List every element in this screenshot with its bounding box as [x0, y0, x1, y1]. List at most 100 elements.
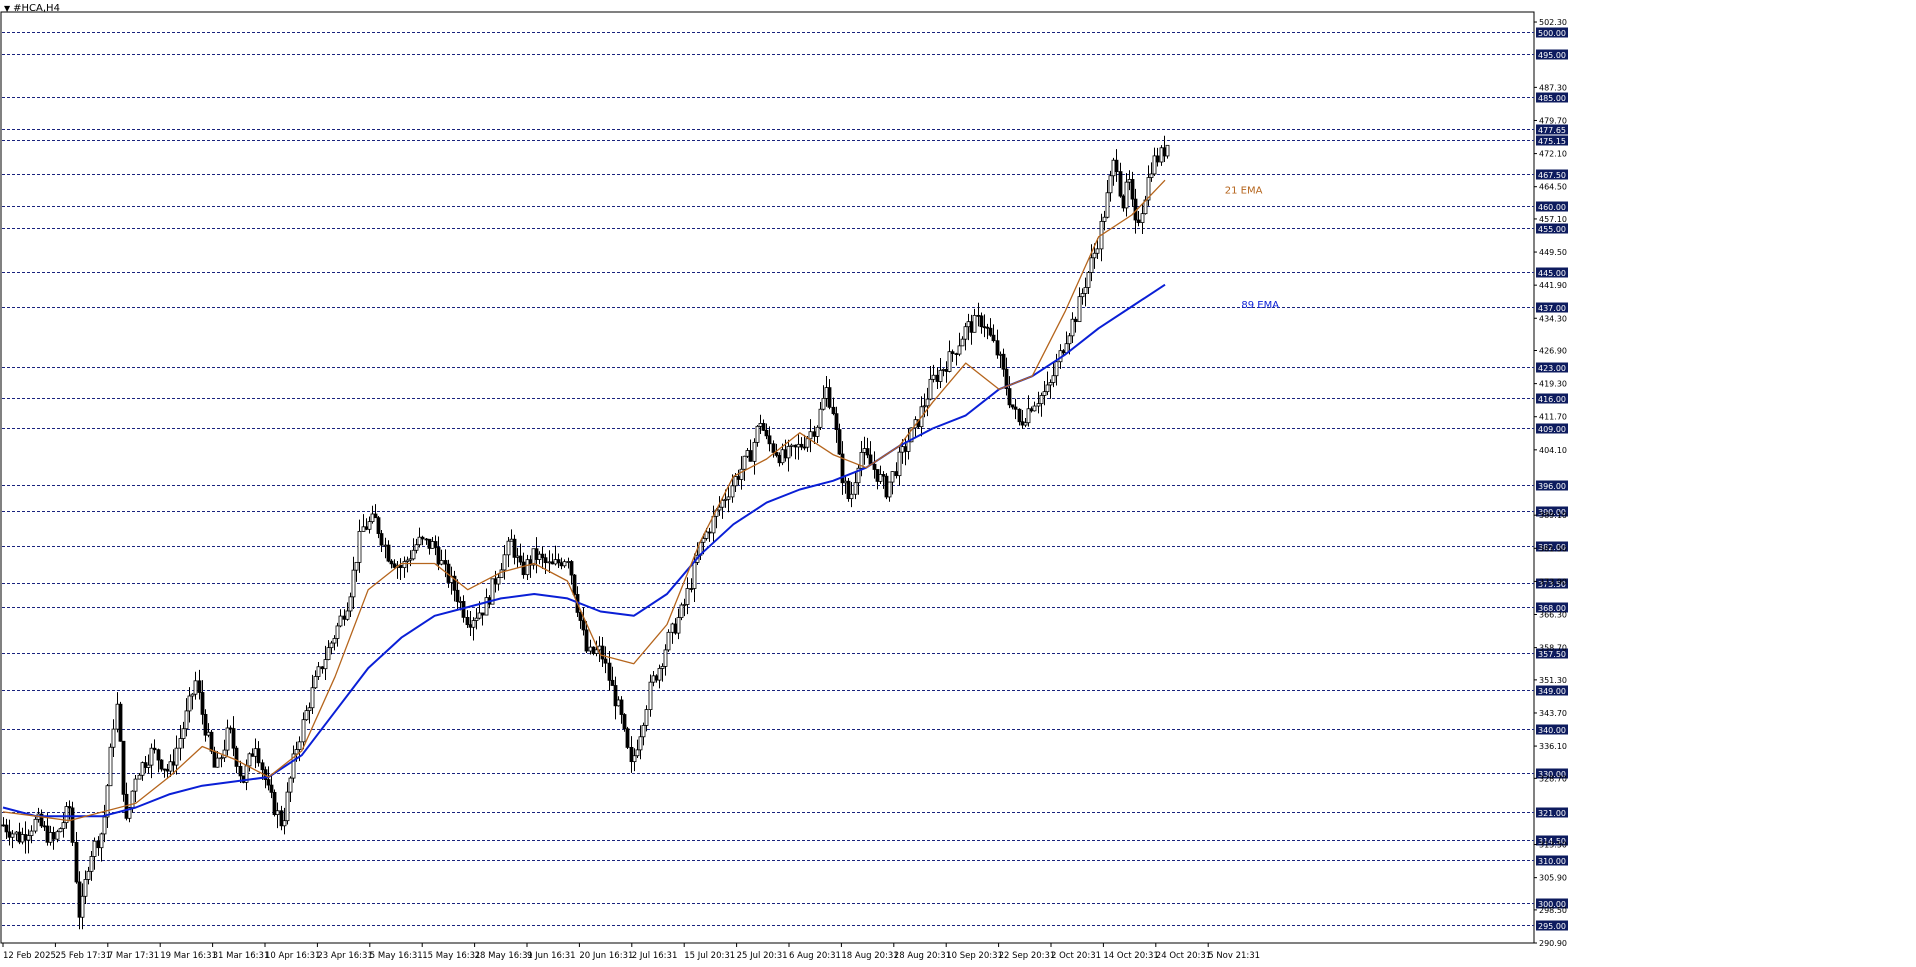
- x-tick-label: 15 Jul 20:31: [684, 951, 735, 961]
- candle-body: [238, 765, 243, 777]
- candle-body: [812, 431, 817, 437]
- level-label: 477.65: [1538, 126, 1566, 135]
- level-label: 396.00: [1538, 482, 1566, 491]
- candle-body: [543, 557, 548, 564]
- candle-body: [335, 625, 340, 639]
- candle-body: [925, 398, 930, 407]
- level-label-bg: [1536, 685, 1568, 696]
- dropdown-triangle-icon[interactable]: ▼: [4, 4, 11, 13]
- candle-body: [329, 642, 334, 649]
- candle-body: [17, 831, 22, 843]
- candle-body: [679, 604, 684, 618]
- candle-body: [443, 560, 448, 565]
- candle-body: [58, 828, 63, 833]
- candle-body: [761, 423, 766, 431]
- candle-body: [1152, 155, 1157, 175]
- candle-body: [468, 624, 473, 628]
- candle-body: [651, 675, 656, 683]
- candle-body: [622, 714, 627, 730]
- candle-body: [808, 431, 813, 440]
- candle-body: [818, 408, 823, 428]
- candle-body: [663, 649, 668, 667]
- candle-body: [616, 699, 621, 707]
- x-tick-label: 24 Oct 20:31: [1156, 951, 1211, 961]
- candle-body: [581, 620, 586, 631]
- candle-body: [209, 731, 214, 752]
- candle-body: [417, 536, 422, 546]
- candle-body: [550, 561, 555, 565]
- plot-frame: [0, 11, 1535, 944]
- y-tick-label: 479.70: [1539, 116, 1567, 125]
- candle-body: [966, 321, 971, 328]
- y-tick-label: 328.70: [1539, 774, 1567, 783]
- candle-body: [1136, 219, 1141, 224]
- candle-body: [307, 707, 312, 712]
- x-tick-label: 23 Apr 16:31: [317, 951, 372, 961]
- ema-annotation: 21 EMA: [1225, 186, 1263, 197]
- level-label: 357.50: [1538, 650, 1566, 659]
- candle-body: [127, 807, 132, 819]
- candle-body: [411, 549, 416, 560]
- level-label: 330.00: [1538, 770, 1566, 779]
- candle-body: [603, 658, 608, 664]
- candle-body: [525, 559, 530, 576]
- candle-body: [1146, 177, 1151, 201]
- x-tick-label: 15 May 16:31: [422, 951, 480, 961]
- candle-body: [837, 429, 842, 455]
- candle-body: [553, 559, 558, 565]
- candle-body: [250, 753, 255, 757]
- x-tick-label: 28 May 16:31: [475, 951, 533, 961]
- candle-body: [67, 806, 72, 809]
- candle-body: [130, 790, 135, 809]
- level-label: 455.00: [1538, 225, 1566, 234]
- candle-body: [1118, 171, 1123, 197]
- candle-body: [1073, 318, 1078, 323]
- candle-body: [856, 467, 861, 484]
- candle-body: [518, 555, 523, 563]
- candle-body: [723, 498, 728, 501]
- candle-body: [1042, 391, 1047, 396]
- candle-body: [1083, 287, 1088, 294]
- candle-body: [370, 513, 375, 523]
- candle-body: [108, 746, 113, 787]
- candle-body: [969, 321, 974, 333]
- candle-body: [48, 832, 53, 843]
- candle-body: [133, 778, 138, 792]
- candle-body: [301, 719, 306, 743]
- candle-body: [20, 834, 25, 843]
- candle-body: [635, 749, 640, 757]
- candle-body: [821, 397, 826, 410]
- candle-body: [859, 451, 864, 469]
- candle-body: [279, 810, 284, 827]
- candle-body: [733, 476, 738, 487]
- candle-body: [1077, 296, 1082, 323]
- level-label: 349.00: [1538, 687, 1566, 696]
- candle-body: [1108, 175, 1113, 194]
- candle-body: [484, 597, 489, 616]
- candle-body: [1080, 293, 1085, 298]
- y-tick-label: 419.30: [1539, 380, 1567, 389]
- candle-body: [796, 443, 801, 448]
- level-label: 382.00: [1538, 543, 1566, 552]
- candle-body: [143, 762, 148, 768]
- candle-body: [55, 831, 60, 840]
- level-label: 409.00: [1538, 425, 1566, 434]
- candle-body: [815, 426, 820, 437]
- candle-body: [1155, 155, 1160, 163]
- candle-body: [203, 713, 208, 736]
- y-tick-label: 290.90: [1539, 939, 1567, 948]
- candle-body: [619, 699, 624, 715]
- candle-body: [64, 806, 69, 824]
- candle-body: [562, 561, 567, 567]
- candle-body: [786, 446, 791, 459]
- candle-body: [745, 450, 750, 457]
- candle-body: [1017, 408, 1022, 423]
- candle-body: [515, 555, 520, 558]
- candle-body: [219, 757, 224, 760]
- level-label: 475.15: [1538, 137, 1566, 146]
- candle-body: [200, 692, 205, 715]
- candle-body: [165, 768, 170, 772]
- level-label-bg: [1536, 49, 1568, 60]
